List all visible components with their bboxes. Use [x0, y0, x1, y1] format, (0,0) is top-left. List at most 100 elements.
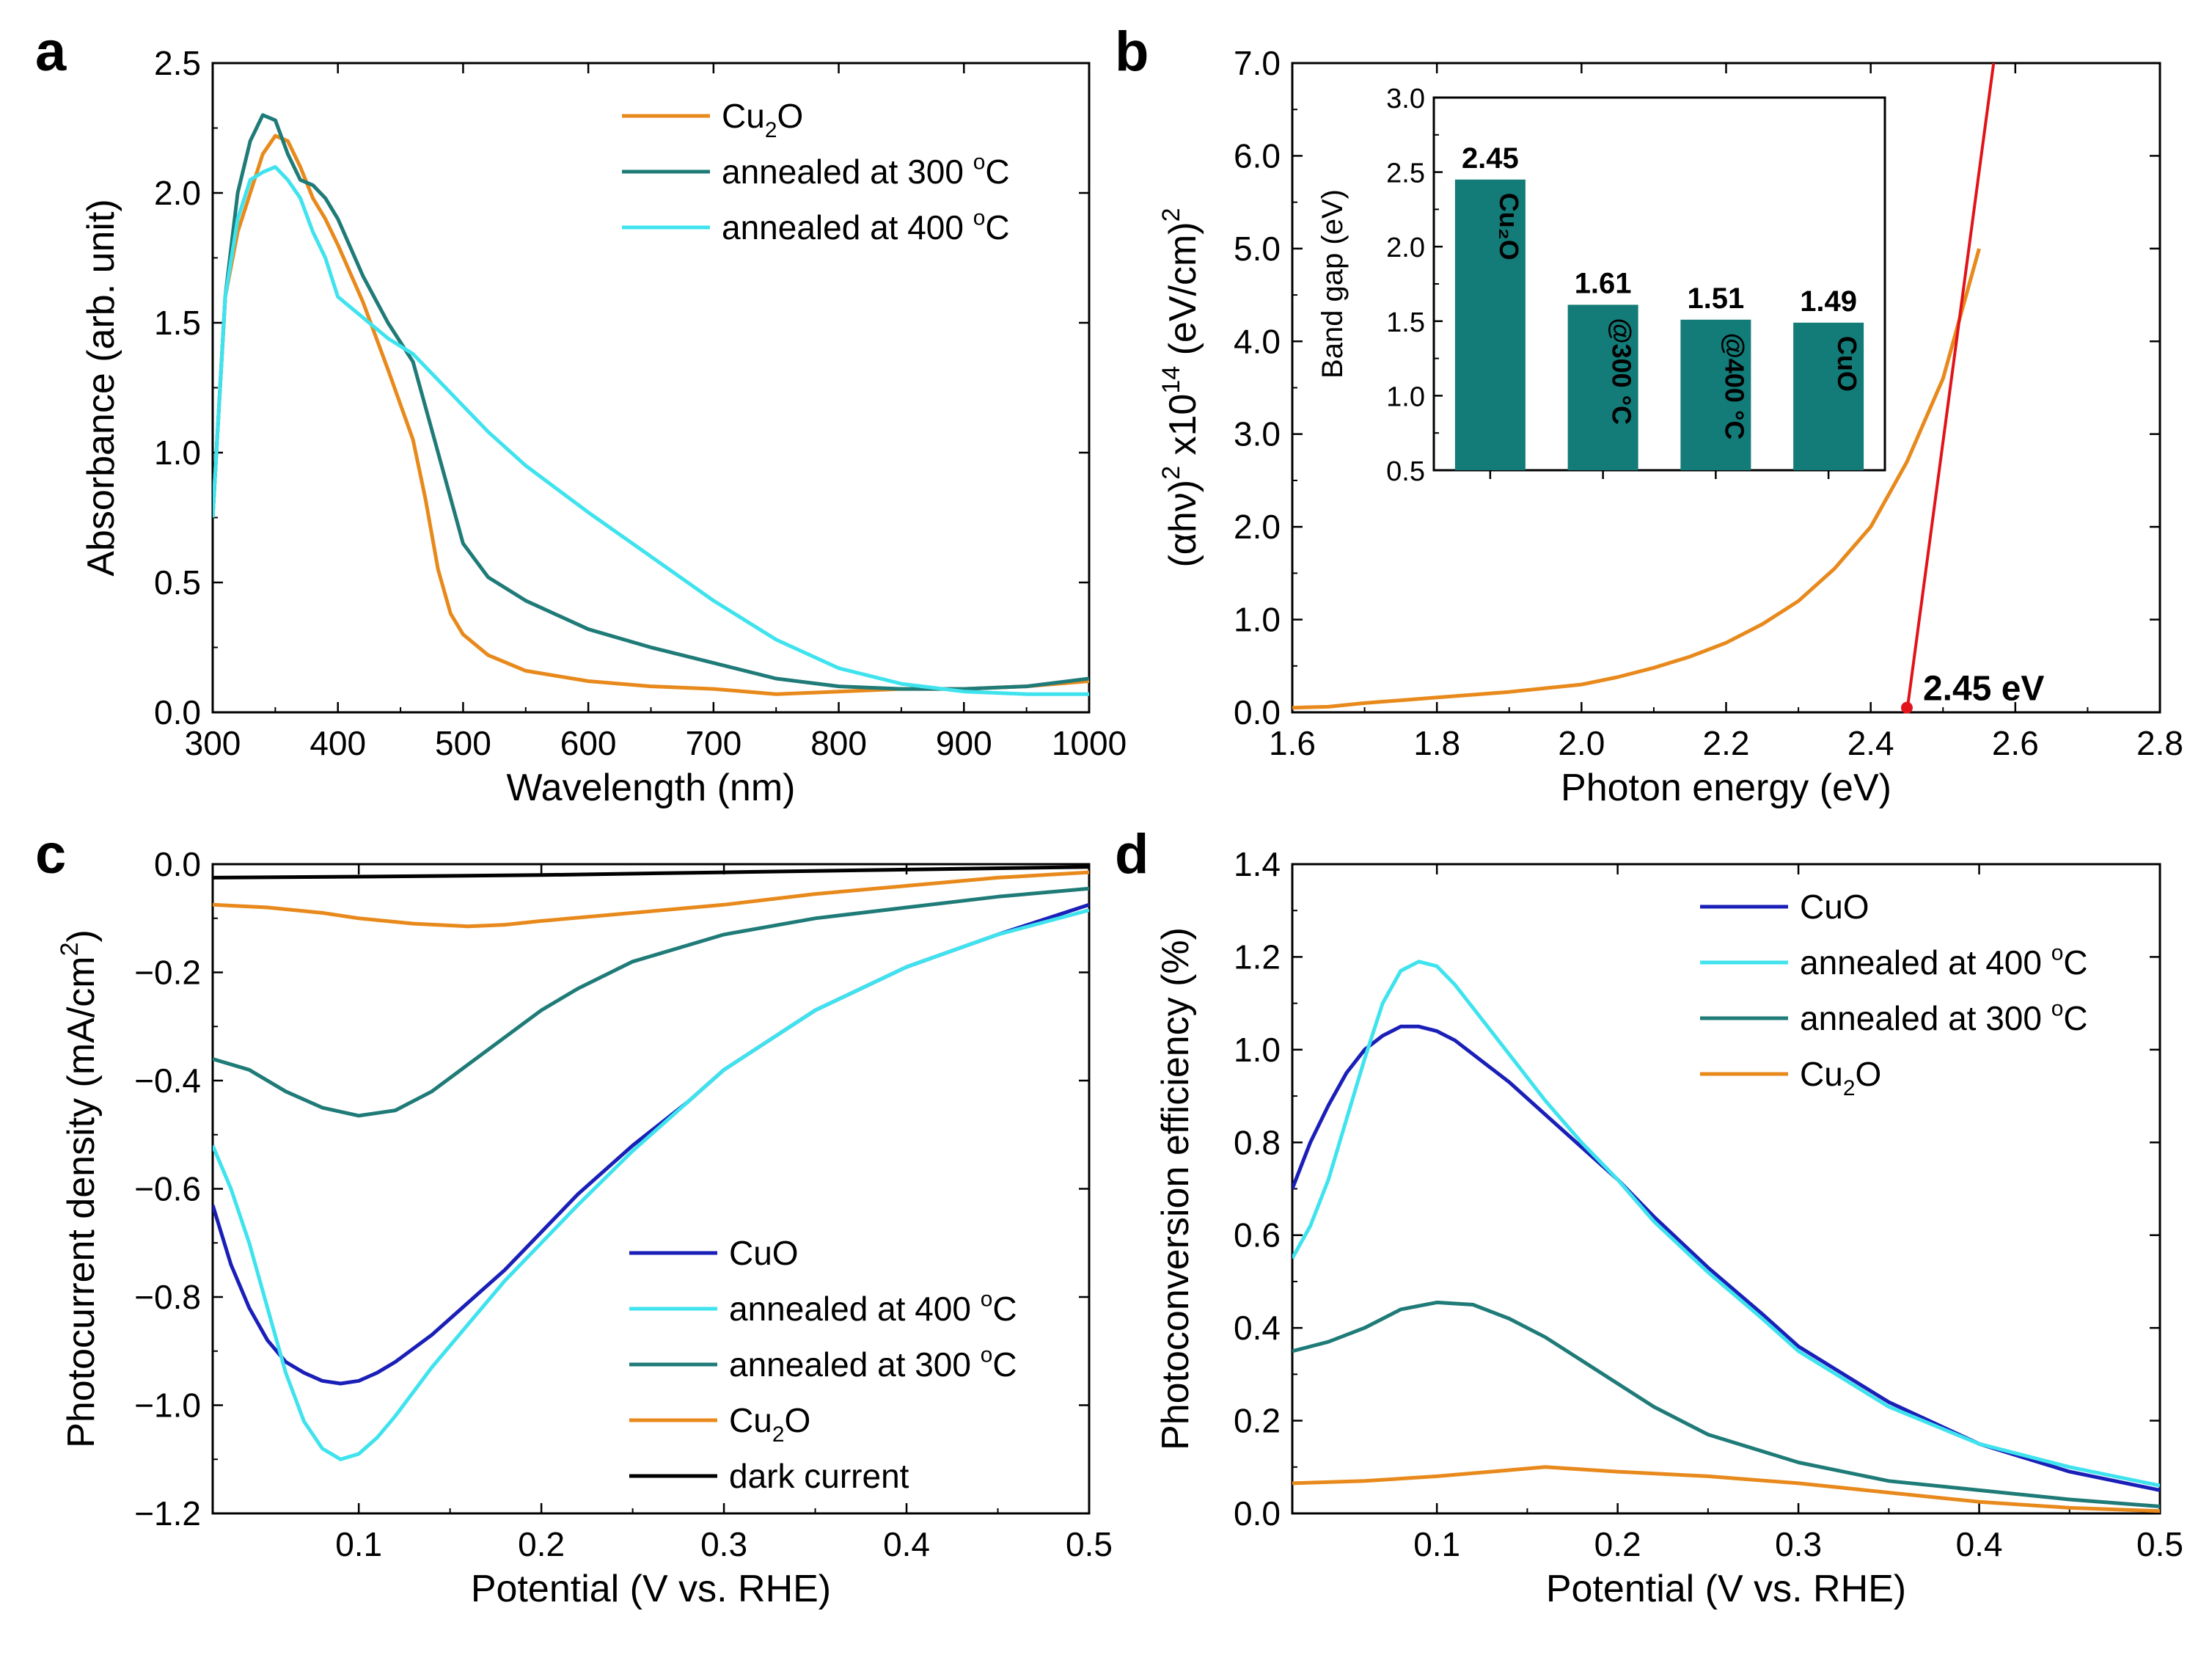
x-tick-label-d: 0.2 [1594, 1525, 1641, 1563]
series-line-a-1 [213, 113, 1089, 691]
y-tick-label-d: 0.6 [1234, 1216, 1281, 1254]
x-tick-label-c: 0.2 [518, 1525, 565, 1563]
x-tick-label-a: 400 [310, 724, 366, 762]
y-tick-label-a: 0.5 [154, 563, 201, 602]
y-tick-label-b: 1.0 [1234, 601, 1281, 639]
legend-label-d-2-main: annealed at 300 [1800, 999, 2051, 1037]
inset-y-tick-label: 2.0 [1386, 233, 1425, 263]
series-line-c-4 [213, 865, 1089, 880]
x-axis-label-a: Wavelength (nm) [507, 767, 796, 809]
inset-bar-1 [1567, 304, 1638, 470]
inset-y-axis-label: Band gap (eV) [1316, 189, 1349, 379]
x-tick-label-a: 900 [936, 724, 992, 762]
x-tick-label-a: 500 [435, 724, 491, 762]
y-tick-label-b: 3.0 [1234, 415, 1281, 453]
x-tick-label-a: 1000 [1052, 724, 1127, 762]
y-tick-label-a: 1.5 [154, 304, 201, 342]
y-tick-label-d: 1.0 [1234, 1031, 1281, 1069]
x-tick-label-b: 2.8 [2136, 724, 2183, 762]
legend-label-d-3-main: Cu [1800, 1055, 1843, 1093]
x-tick-label-d: 0.1 [1413, 1525, 1460, 1563]
y-tick-label-a: 2.5 [154, 44, 201, 82]
y-tick-label-d: 1.2 [1234, 938, 1281, 976]
legend-label-d-2-tail: C [2063, 999, 2087, 1037]
y-tick-label-c: −1.0 [134, 1386, 201, 1425]
series-line-d-0 [1292, 1024, 2160, 1492]
plot-frame-a [211, 62, 1091, 714]
legend-label-d-0: CuO [1800, 888, 1869, 926]
inset-bar-0 [1454, 179, 1526, 470]
legend-label-a-1: annealed at 300 oC [722, 150, 1010, 191]
y-label-b-main: (αhν) [1162, 480, 1204, 568]
x-tick-label-c: 0.3 [700, 1525, 747, 1563]
x-tick-label-b: 2.2 [1703, 724, 1750, 762]
legend-label-c-2-tail: C [992, 1345, 1017, 1384]
inset-y-tick-label: 0.5 [1386, 456, 1425, 487]
y-label-b-sup2: 14 [1157, 366, 1185, 394]
legend-label-d-3: Cu2O [1800, 1055, 1881, 1100]
inset-y-tick-label: 1.5 [1386, 307, 1425, 338]
legend-label-d-2: annealed at 300 oC [1800, 997, 2088, 1037]
legend-label-a-1-sup: o [973, 150, 986, 175]
legend-label-a-1-tail: C [985, 153, 1009, 191]
legend-label-d-3-sub: 2 [1843, 1076, 1856, 1100]
y-tick-label-d: 0.8 [1234, 1123, 1281, 1161]
series-line-c-1 [213, 908, 1089, 1461]
intercept-annotation: 2.45 eV [1923, 670, 2044, 709]
legend-label-c-3-tail: O [784, 1401, 810, 1439]
x-axis-label-b: Photon energy (eV) [1561, 767, 1891, 809]
legend-label-a-1-main: annealed at 300 [722, 153, 973, 191]
series-line-d-1 [1292, 960, 2160, 1488]
inset-bar-3 [1793, 322, 1864, 470]
series-line-d-3 [1292, 1465, 2160, 1513]
legend-label-c-4-main: dark current [729, 1457, 909, 1495]
x-tick-label-b: 2.4 [1847, 724, 1894, 762]
y-label-c-sup: 2 [56, 942, 84, 956]
y-tick-label-c: −0.6 [134, 1170, 201, 1208]
y-label-b-mid: x10 [1162, 394, 1204, 466]
x-tick-label-a: 700 [685, 724, 741, 762]
legend-label-c-0-main: CuO [729, 1234, 799, 1272]
x-tick-label-d: 0.4 [1956, 1525, 2003, 1563]
legend-label-c-4: dark current [729, 1457, 909, 1495]
inset-bar-category-3: CuO [1832, 336, 1862, 392]
inset-bar-2 [1680, 319, 1751, 470]
panel-label-c: c [35, 823, 66, 885]
x-tick-label-a: 300 [185, 724, 241, 762]
y-label-c-main: Photocurrent density (mA/cm [60, 956, 103, 1447]
legend-label-c-1: annealed at 400 oC [729, 1287, 1017, 1328]
inset-bar-value-3: 1.49 [1800, 285, 1857, 318]
plot-frame-c [211, 863, 1091, 1515]
y-tick-label-a: 0.0 [154, 693, 201, 731]
x-tick-label-c: 0.4 [883, 1525, 930, 1563]
panel-label-a: a [35, 21, 67, 83]
y-tick-label-d: 1.4 [1234, 845, 1281, 883]
x-axis-label-c: Potential (V vs. RHE) [471, 1568, 831, 1610]
x-tick-label-c: 0.1 [335, 1525, 382, 1563]
y-axis-label-b: (αhν)2 x1014 (eV/cm)2 [1157, 208, 1204, 567]
inset-y-tick-label: 2.5 [1386, 158, 1425, 189]
series-line-c-2 [213, 886, 1089, 1118]
legend-label-c-2-main: annealed at 300 [729, 1345, 981, 1384]
x-tick-label-b: 1.6 [1269, 724, 1316, 762]
y-tick-label-b: 7.0 [1234, 44, 1281, 82]
panel-label-d: d [1115, 823, 1149, 885]
inset-y-tick-label: 3.0 [1386, 84, 1425, 114]
x-tick-label-b: 2.0 [1558, 724, 1605, 762]
y-tick-label-b: 6.0 [1234, 136, 1281, 175]
series-line-a-0 [213, 134, 1089, 696]
y-tick-label-b: 0.0 [1234, 693, 1281, 731]
y-axis-label-a: Absorbance (arb. unit) [80, 199, 122, 577]
x-tick-label-a: 600 [560, 724, 617, 762]
y-tick-label-b: 4.0 [1234, 322, 1281, 360]
legend-label-a-2: annealed at 400 oC [722, 206, 1010, 246]
y-tick-label-c: −0.2 [134, 954, 201, 992]
legend-label-c-2-sup: o [981, 1343, 993, 1367]
y-tick-label-d: 0.4 [1234, 1309, 1281, 1347]
legend-label-d-1-tail: C [2063, 943, 2087, 982]
y-tick-label-d: 0.0 [1234, 1494, 1281, 1532]
y-label-b-sup1: 2 [1157, 466, 1185, 480]
panel-c-photocurrent-chart: 0.1 0.2 0.3 0.4 0.5 −1.2 −1.0 −0.8 −0.6 −0.4 −0.2 0… [56, 845, 1113, 1610]
legend-label-d-1-main: annealed at 400 [1800, 943, 2051, 982]
y-tick-label-c: −0.4 [134, 1062, 201, 1100]
